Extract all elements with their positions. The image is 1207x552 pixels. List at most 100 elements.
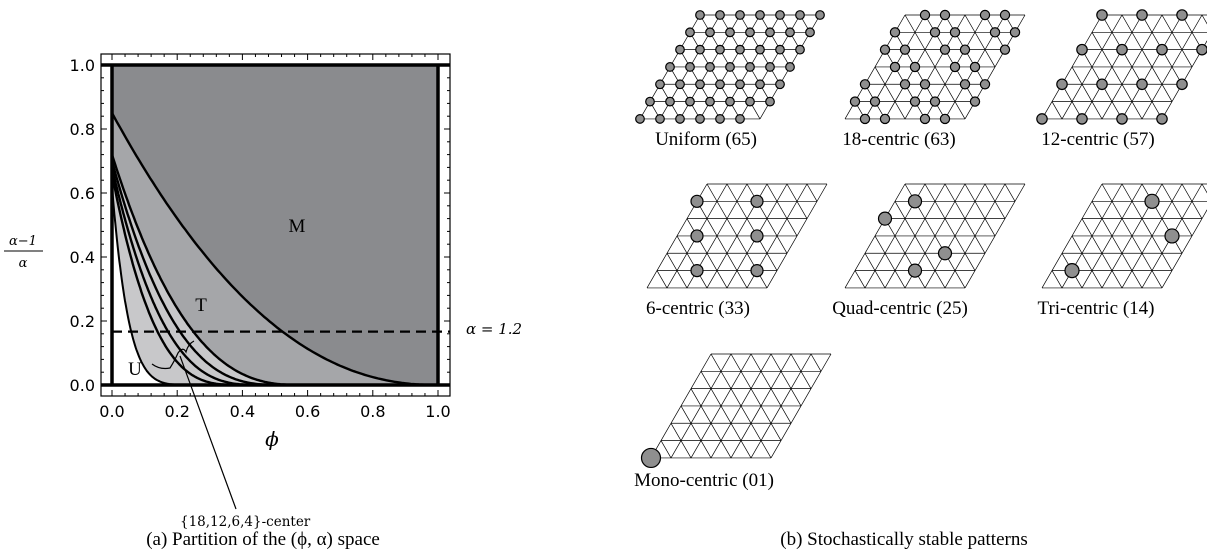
city-node [999,44,1011,55]
city-node [1136,78,1148,91]
grid-line [730,353,782,441]
grid-line [1161,14,1193,68]
grid-line [894,201,946,289]
city-node [999,9,1011,21]
grid-line [1181,14,1203,50]
pattern-label-mono-centric: Mono-centric (01) [634,470,774,491]
y-tick-label: 1.0 [70,56,95,75]
pattern-label-6-centric: 6-centric (33) [646,298,750,319]
city-node [909,96,921,107]
axis-tick-labels: 0.0 0.2 0.4 0.6 0.8 1.0 0.0 0.2 0.4 0.6 0.8 1.0 [70,56,451,421]
city-node [735,10,745,20]
grid-line [759,14,791,68]
city-node [715,44,725,55]
city-node [755,79,765,90]
grid-line [689,32,741,120]
city-node [1009,27,1021,38]
grid-line [1161,183,1193,237]
grid-line [666,253,688,289]
city-node [745,27,755,38]
region-label-m: M [289,216,306,237]
city-node [735,44,745,55]
grid-line [904,14,966,120]
grid-line [660,440,672,459]
caption-b: (b) Stochastically stable patterns [780,529,1027,550]
city-node [1116,113,1128,125]
city-node [909,61,921,73]
city-node [1116,43,1128,56]
city-node [1156,113,1168,125]
city-node [1096,78,1108,91]
x-tick-label: 0.6 [295,402,320,421]
city-node [745,62,755,72]
grid-line [1101,183,1163,289]
city-node [645,96,655,107]
pattern-quad-centric [844,183,1026,289]
city-node [959,79,971,90]
city-node [690,229,704,243]
grid-line [964,183,996,237]
city-node [685,27,695,38]
city-node [795,10,805,20]
city-node [929,96,941,107]
city-node [889,27,901,38]
city-node [879,113,891,125]
grid-line [964,14,996,68]
boundary-curve [110,154,302,387]
grid-line [924,183,976,271]
city-node [775,10,785,20]
city-node [705,96,715,107]
pattern-6-centric [646,183,828,289]
city-node [907,263,923,278]
pattern-tri-centric [1041,183,1207,289]
region-label-u: U [128,359,142,380]
city-node [685,62,695,72]
city-node [685,96,695,107]
x-tick-label: 1.0 [425,402,450,421]
grid-line [1071,235,1103,289]
city-node [877,211,893,226]
city-node [899,44,911,55]
grid-line [1121,183,1173,271]
grid-line [1051,270,1063,289]
city-node [750,264,764,278]
grid-line [1121,14,1173,102]
city-node [640,447,662,469]
city-node [715,10,725,20]
grid-line [686,218,728,289]
grid-line [670,423,692,459]
city-node [979,79,991,90]
city-node [1144,193,1160,209]
pattern-label-12-centric: 12-centric (57) [1041,129,1154,150]
city-node [949,27,961,38]
pattern-label-uniform: Uniform (65) [655,129,757,150]
city-node [635,114,645,124]
boundary-curve [110,112,438,387]
grid-line [770,353,802,407]
grid-line [810,353,822,372]
grid-line [710,353,772,459]
city-node [907,194,923,209]
grid-line [676,235,708,289]
city-node [939,9,951,21]
city-node [725,62,735,72]
pattern-12-centric [1036,9,1207,125]
city-node [879,44,891,55]
city-node [959,44,971,55]
city-node [655,114,665,124]
region-label-t: T [195,295,207,316]
city-node [1156,43,1168,56]
grid-line [984,183,1006,219]
city-node [735,114,745,124]
panel-a: α = 1.2 0.0 0.2 0.4 0.6 0.8 1.00.00.20.40.60.… [4,53,522,550]
pattern-label-tri-centric: Tri-centric (14) [1038,298,1155,319]
city-node [690,264,704,278]
city-node [1196,43,1207,56]
grid-line [786,183,808,219]
city-node [690,194,704,208]
city-node [969,96,981,107]
city-node [765,27,775,38]
x-tick-label: 0.8 [360,402,385,421]
city-node [785,62,795,72]
city-node [919,79,931,90]
